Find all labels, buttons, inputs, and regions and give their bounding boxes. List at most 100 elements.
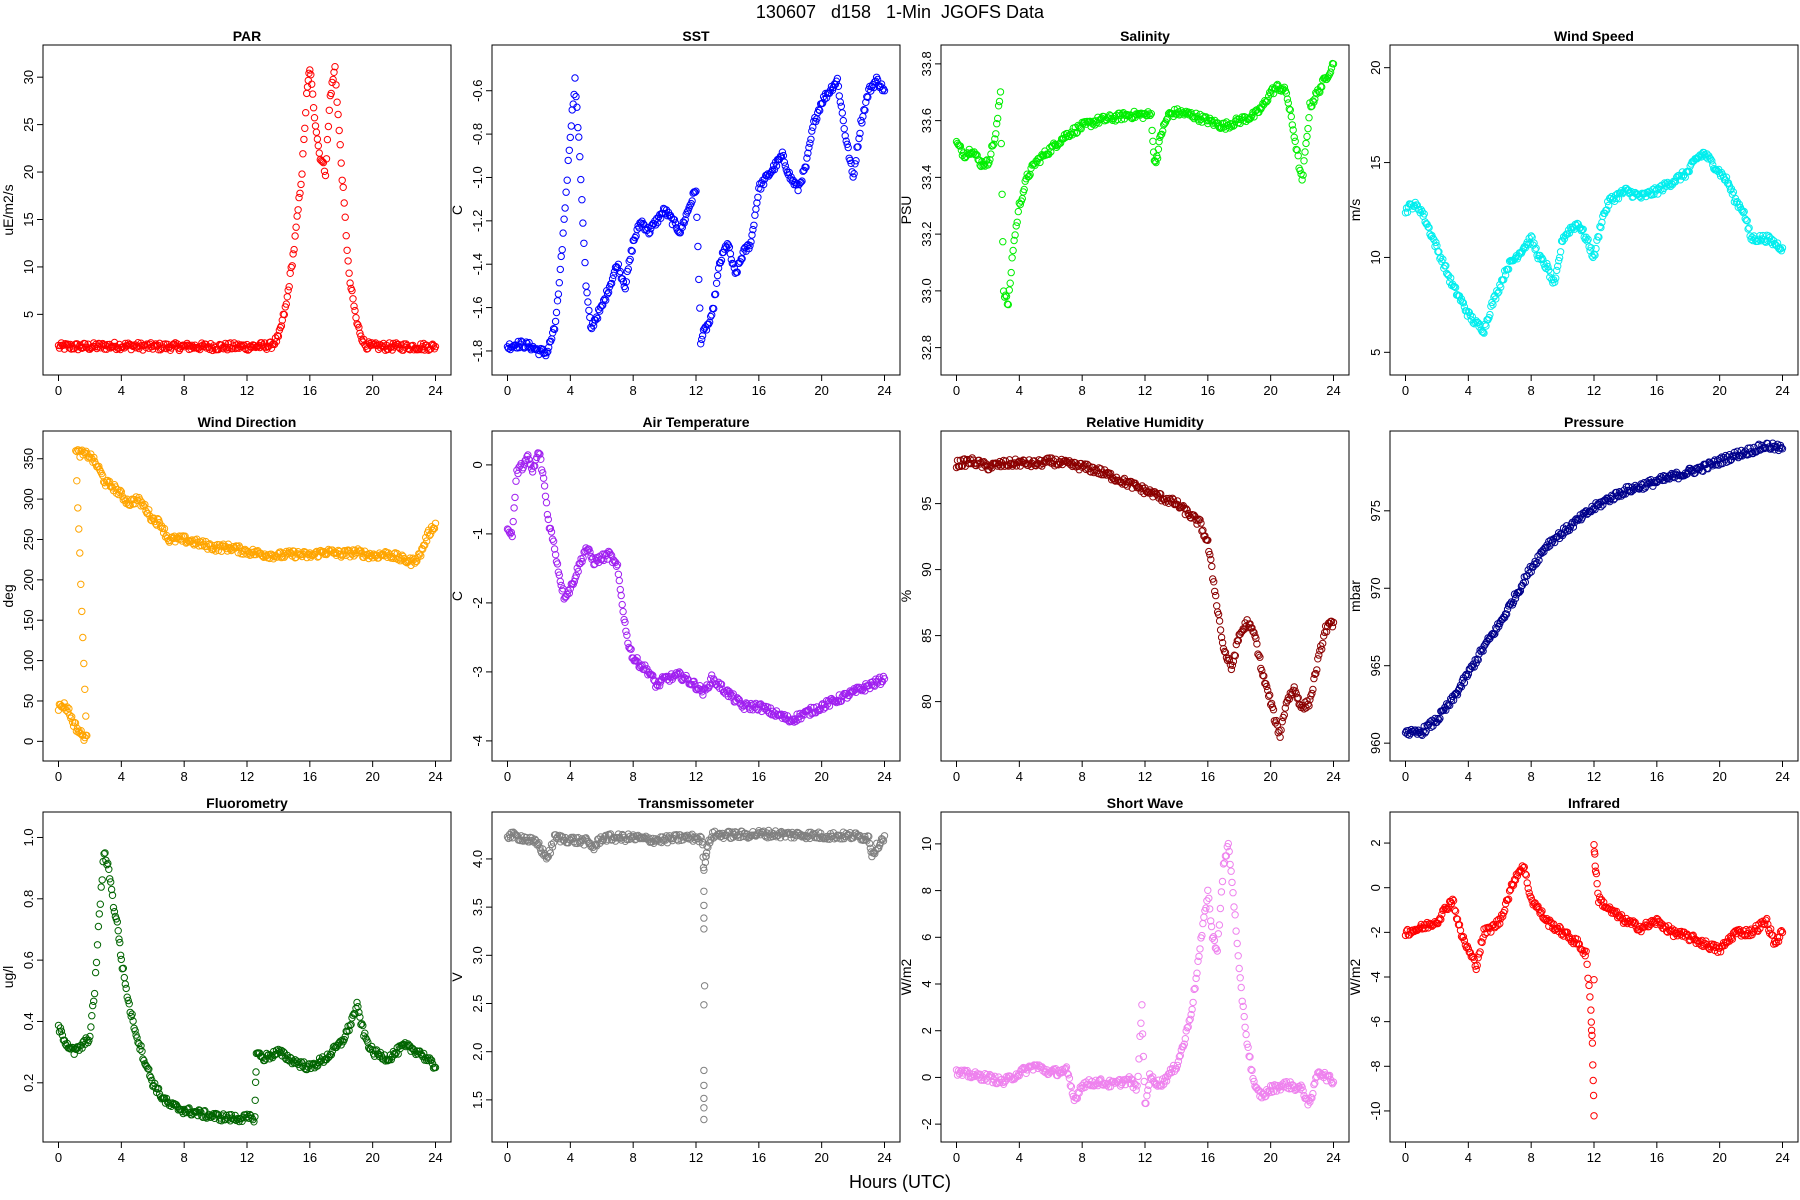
wind-direction-point (83, 731, 91, 740)
sst-point (778, 148, 787, 156)
relative-humidity-point (1213, 602, 1221, 610)
sst-point (579, 219, 587, 227)
sst-point (750, 221, 758, 230)
sst-x-tick-label: 4 (567, 383, 574, 398)
air-temperature-frame (491, 430, 901, 762)
short-wave-point (1189, 998, 1197, 1007)
transmissometer-x-tick-label: 8 (630, 1150, 637, 1165)
salinity-point (1036, 158, 1044, 167)
sst-y-tick-label: -1.6 (470, 296, 485, 318)
wind-speed-point (1555, 257, 1563, 265)
par-point (286, 269, 294, 277)
wind-speed-point (1708, 157, 1716, 165)
wind-direction-point (77, 580, 85, 588)
air-temperature-point (880, 675, 889, 683)
par-point (294, 206, 302, 214)
sst-point (738, 255, 746, 263)
relative-humidity-point (1215, 617, 1224, 625)
sst-y-tick-label: -0.8 (470, 123, 485, 145)
relative-humidity-title: Relative Humidity (1086, 414, 1204, 430)
par-point (288, 262, 296, 270)
fluorometry-x-tick-label: 4 (118, 1150, 125, 1165)
sst-point (707, 312, 715, 321)
air-temperature-point (536, 450, 544, 458)
par-point (348, 286, 356, 295)
relative-humidity-x-tick-label: 24 (1326, 769, 1340, 784)
air-temperature-point (614, 570, 623, 578)
sst-point (696, 304, 704, 312)
air-temperature-point (519, 464, 527, 472)
wind-direction-y-tick-label: 150 (21, 609, 36, 631)
air-temperature-point (754, 706, 762, 714)
infrared-x-tick-label: 24 (1775, 1150, 1789, 1165)
salinity-point (1020, 185, 1028, 194)
par-point (305, 69, 313, 78)
transmissometer-point (700, 901, 708, 910)
sst-point (753, 199, 761, 207)
pressure-x-tick-label: 16 (1650, 769, 1664, 784)
transmissometer-x-tick-label: 16 (752, 1150, 766, 1165)
transmissometer-x-tick-label: 12 (689, 1150, 703, 1165)
salinity-x-tick-label: 20 (1263, 383, 1277, 398)
air-temperature-y-tick-label: 0 (470, 461, 485, 468)
wind-direction-x-tick-label: 20 (365, 769, 379, 784)
sst-point (553, 297, 562, 305)
wind-speed-x-tick-label: 8 (1528, 383, 1535, 398)
sst-x-tick-label: 12 (689, 383, 703, 398)
infrared-y-tick-label: -4 (1368, 971, 1383, 983)
par-point (332, 81, 340, 89)
transmissometer-point (700, 925, 708, 933)
wind-speed-point (1724, 179, 1733, 187)
infrared-point (1589, 1091, 1598, 1100)
wind-speed-point (1596, 222, 1604, 231)
fluorometry-x-tick-label: 16 (303, 1150, 317, 1165)
sst-y-tick-label: -0.6 (470, 80, 485, 102)
salinity-point (1326, 68, 1335, 76)
air-temperature-point (540, 482, 549, 490)
wind-direction-point (423, 537, 431, 545)
infrared-y-tick-label: -10 (1368, 1102, 1383, 1121)
relative-humidity-point (1216, 626, 1225, 634)
short-wave-point (1196, 945, 1204, 953)
relative-humidity-point (960, 455, 969, 463)
wind-direction-y-tick-label: 100 (21, 650, 36, 672)
sst-point (622, 278, 630, 286)
par-y-tick-label: 15 (21, 212, 36, 226)
wind-speed-point (1420, 210, 1428, 218)
wind-direction-title: Wind Direction (198, 414, 297, 430)
wind-direction-point (422, 533, 430, 542)
wind-speed-point (1595, 233, 1603, 241)
wind-direction-point (229, 543, 238, 551)
sst-point (726, 250, 735, 258)
par-point (277, 322, 286, 330)
salinity-point (1033, 158, 1041, 166)
sst-point (549, 325, 558, 333)
sst-point (565, 146, 573, 155)
sst-point (555, 279, 563, 287)
wind-speed-point (1551, 278, 1559, 286)
salinity-point (1147, 110, 1156, 118)
wind-direction-y-axis-label: deg (0, 584, 16, 607)
wind-speed-point (1544, 262, 1552, 271)
fluorometry-point (93, 941, 102, 949)
par-point (296, 189, 304, 198)
short-wave-point (1228, 878, 1236, 887)
sst-point (856, 129, 864, 138)
wind-speed-point (1485, 314, 1493, 322)
relative-humidity-point (983, 462, 991, 470)
wind-direction-point (154, 515, 162, 523)
infrared-y-tick-label: -8 (1368, 1061, 1383, 1073)
wind-direction-point (430, 524, 439, 533)
sst-point (674, 227, 682, 236)
par-point (287, 263, 295, 272)
wind-speed-point (1770, 240, 1779, 248)
short-wave-point (1137, 1019, 1145, 1027)
sst-point (671, 219, 680, 227)
air-temperature-point (613, 561, 622, 569)
wind-direction-point (63, 703, 71, 711)
salinity-point (976, 161, 984, 169)
salinity-point (1250, 113, 1258, 121)
sst-point (698, 332, 707, 340)
salinity-point (998, 190, 1006, 199)
